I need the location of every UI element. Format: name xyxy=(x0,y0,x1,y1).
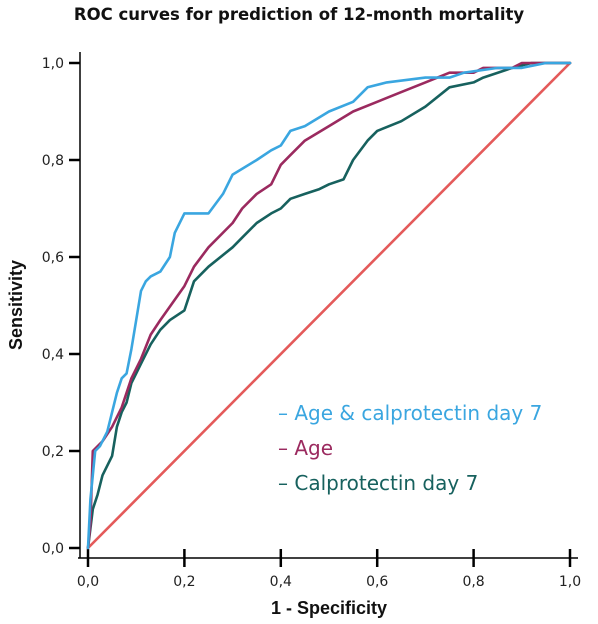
x-tick-label: 0,8 xyxy=(462,574,484,590)
legend-item: – Age xyxy=(278,436,333,460)
roc-curves xyxy=(86,61,572,550)
legend: – Age & calprotectin day 7 – Age – Calprot… xyxy=(278,401,542,495)
x-tick-label: 0,2 xyxy=(173,574,195,590)
y-tick-label: 0,0 xyxy=(42,541,64,557)
y-tick-label: 0,6 xyxy=(42,250,64,266)
ticks: 0,0 0,2 0,4 0,6 0,8 1,0 0,0 0,2 0,4 0,6 0,8 1,0 xyxy=(42,56,581,590)
x-tick-label: 0,6 xyxy=(366,574,388,590)
x-axis-label: 1 - Specificity xyxy=(271,598,387,618)
roc-curve-series-1 xyxy=(86,61,572,550)
axes xyxy=(78,52,578,559)
legend-item: – Calprotectin day 7 xyxy=(278,471,478,495)
x-tick-label: 0,4 xyxy=(270,574,292,590)
roc-curve-series-2 xyxy=(86,61,572,550)
y-axis-label: Sensitivity xyxy=(6,260,26,350)
y-tick-label: 1,0 xyxy=(42,56,64,72)
y-tick-label: 0,4 xyxy=(42,347,64,363)
legend-label: Age & calprotectin day 7 xyxy=(294,401,542,425)
y-tick-label: 0,2 xyxy=(42,444,64,460)
x-tick-label: 0,0 xyxy=(77,574,99,590)
legend-item: – Age & calprotectin day 7 xyxy=(278,401,542,425)
legend-label: Calprotectin day 7 xyxy=(294,471,478,495)
chart-title: ROC curves for prediction of 12-month mo… xyxy=(74,5,525,24)
reference-diagonal-line xyxy=(86,61,572,550)
x-tick-label: 1,0 xyxy=(559,574,581,590)
roc-curve-series-0 xyxy=(86,61,572,550)
legend-label: Age xyxy=(294,436,333,460)
y-tick-label: 0,8 xyxy=(42,153,64,169)
